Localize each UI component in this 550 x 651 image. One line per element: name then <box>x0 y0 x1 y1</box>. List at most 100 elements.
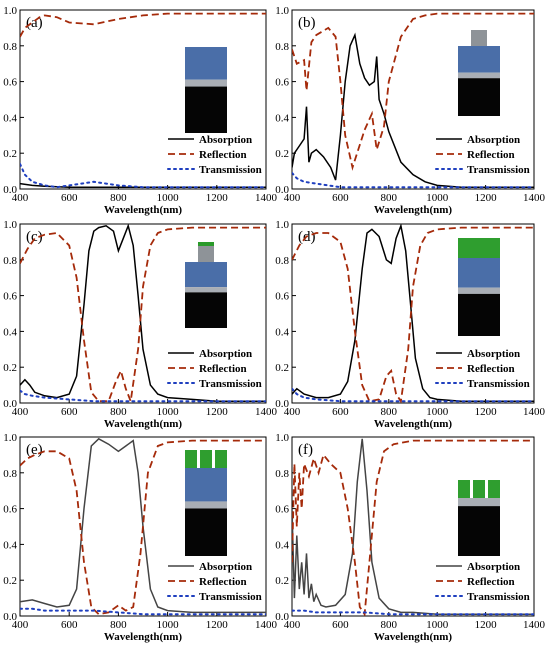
inset-layer <box>185 79 227 87</box>
plot-frame <box>19 223 267 404</box>
y-tick-label: 0.0 <box>275 611 289 623</box>
y-tick-label: 0.4 <box>3 112 17 124</box>
y-tick-label: 0.8 <box>275 41 289 53</box>
inset-grating-bar <box>458 480 470 498</box>
x-tick-label: 400 <box>12 192 29 204</box>
legend-entry: Reflection <box>467 363 515 375</box>
y-tick-label: 0.6 <box>3 291 17 303</box>
y-tick-label: 0.2 <box>3 575 17 587</box>
x-axis-label: Wavelength(nm) <box>104 204 183 216</box>
legend-entry: Absorption <box>467 134 520 146</box>
inset-layer <box>185 508 227 556</box>
y-tick-label: 0.2 <box>275 362 289 374</box>
structure-inset <box>185 47 227 133</box>
legend-entry: Absorption <box>467 561 520 573</box>
x-tick-label: 1000 <box>426 192 449 204</box>
chart-panel: 0.0 0.2 0.4 0.6 0.8 1.0 400 600 800 1000 1200 1400 W… <box>3 5 277 216</box>
y-tick-label: 0.2 <box>3 362 17 374</box>
x-axis-label: Wavelength(nm) <box>374 631 453 643</box>
plot-frame <box>19 9 267 190</box>
chart-panel: 0.0 0.2 0.4 0.6 0.8 1.0 400 600 800 1000 1200 1400 W… <box>3 219 277 430</box>
legend-entry: Transmission <box>199 378 262 390</box>
x-tick-label: 800 <box>381 192 398 204</box>
x-tick-label: 1400 <box>255 619 278 631</box>
series-line-reflection <box>292 226 534 403</box>
inset-layer <box>458 293 500 336</box>
inset-pillar <box>471 30 487 46</box>
x-tick-label: 1400 <box>523 619 546 631</box>
legend-entry: Transmission <box>199 591 262 603</box>
panel-label: (f) <box>298 442 313 458</box>
x-tick-label: 1200 <box>475 406 498 418</box>
inset-grating-bar <box>473 480 485 498</box>
series-line-reflection <box>20 226 266 403</box>
series-line-reflection <box>20 439 266 616</box>
legend-entry: Transmission <box>467 591 530 603</box>
y-tick-label: 0.8 <box>275 468 289 480</box>
y-tick-label: 1.0 <box>3 5 17 17</box>
x-tick-label: 400 <box>284 406 301 418</box>
x-tick-label: 400 <box>12 406 29 418</box>
x-tick-label: 600 <box>332 192 349 204</box>
series-line-transmission <box>20 607 266 616</box>
y-tick-label: 0.6 <box>275 77 289 89</box>
y-tick-label: 0.2 <box>3 148 17 160</box>
series-line-transmission <box>20 389 266 403</box>
legend-entry: Absorption <box>199 134 252 146</box>
y-tick-label: 0.2 <box>275 575 289 587</box>
legend-entry: Reflection <box>199 576 247 588</box>
x-tick-label: 1400 <box>523 406 546 418</box>
inset-grating-bar <box>200 450 212 468</box>
x-tick-label: 1200 <box>475 192 498 204</box>
y-tick-label: 0.4 <box>275 326 289 338</box>
y-tick-label: 0.2 <box>275 148 289 160</box>
y-tick-label: 0.8 <box>3 41 17 53</box>
y-tick-label: 0.8 <box>3 255 17 267</box>
inset-grating-bar <box>185 450 197 468</box>
structure-inset <box>458 238 500 336</box>
chart-panel: 0.0 0.2 0.4 0.6 0.8 1.0 400 600 800 1000 1200 1400 W… <box>3 432 277 643</box>
legend-entry: Reflection <box>467 576 515 588</box>
x-tick-label: 800 <box>381 619 398 631</box>
y-tick-label: 0.6 <box>275 291 289 303</box>
plot-frame <box>291 223 535 404</box>
y-tick-label: 1.0 <box>275 432 289 444</box>
legend-entry: Absorption <box>199 561 252 573</box>
y-tick-label: 1.0 <box>275 219 289 231</box>
x-tick-label: 800 <box>110 192 127 204</box>
legend-entry: Reflection <box>199 149 247 161</box>
chart-panel: 0.0 0.2 0.4 0.6 0.8 1.0 400 600 800 1000 1200 1400 W… <box>275 219 545 430</box>
structure-inset <box>185 450 227 556</box>
x-tick-label: 1000 <box>426 619 449 631</box>
y-tick-label: 0.6 <box>275 504 289 516</box>
x-tick-label: 600 <box>61 192 78 204</box>
inset-layer <box>458 506 500 556</box>
x-tick-label: 1000 <box>157 406 180 418</box>
x-tick-label: 400 <box>284 619 301 631</box>
x-tick-label: 600 <box>332 406 349 418</box>
y-tick-label: 0.0 <box>3 611 17 623</box>
inset-layer <box>185 287 227 293</box>
legend-entry: Transmission <box>467 378 530 390</box>
x-tick-label: 1400 <box>255 192 278 204</box>
inset-layer <box>185 292 227 328</box>
y-tick-label: 0.8 <box>3 468 17 480</box>
y-tick-label: 0.0 <box>3 398 17 410</box>
panel-label: (b) <box>298 15 316 31</box>
x-axis-label: Wavelength(nm) <box>374 418 453 430</box>
x-tick-label: 800 <box>110 619 127 631</box>
x-tick-label: 800 <box>381 406 398 418</box>
y-tick-label: 1.0 <box>3 219 17 231</box>
inset-layer <box>458 72 500 79</box>
legend-entry: Absorption <box>199 348 252 360</box>
inset-grating-bar <box>215 450 227 468</box>
x-tick-label: 1000 <box>157 192 180 204</box>
x-tick-label: 1000 <box>426 406 449 418</box>
structure-inset <box>185 242 227 328</box>
inset-layer <box>185 86 227 133</box>
plot-frame <box>291 9 535 190</box>
inset-layer <box>458 498 500 507</box>
x-axis-label: Wavelength(nm) <box>104 418 183 430</box>
x-tick-label: 600 <box>332 619 349 631</box>
x-tick-label: 400 <box>12 619 29 631</box>
